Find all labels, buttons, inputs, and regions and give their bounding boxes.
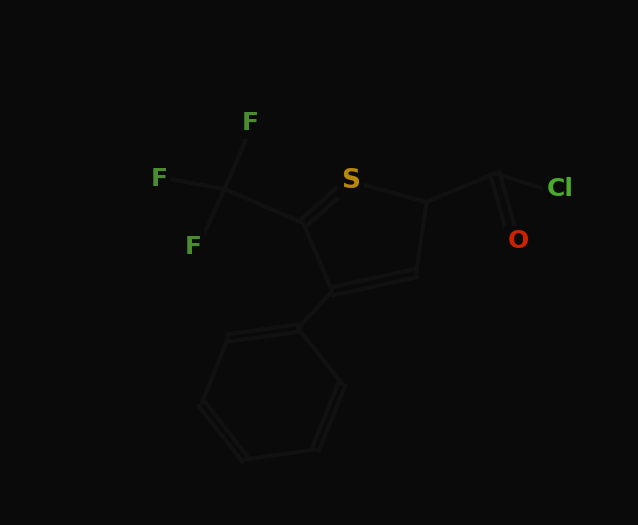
- Text: F: F: [184, 235, 202, 259]
- Text: F: F: [242, 111, 259, 135]
- Text: S: S: [341, 168, 360, 194]
- Text: Cl: Cl: [547, 177, 574, 201]
- Text: O: O: [508, 229, 529, 254]
- Text: F: F: [151, 166, 167, 191]
